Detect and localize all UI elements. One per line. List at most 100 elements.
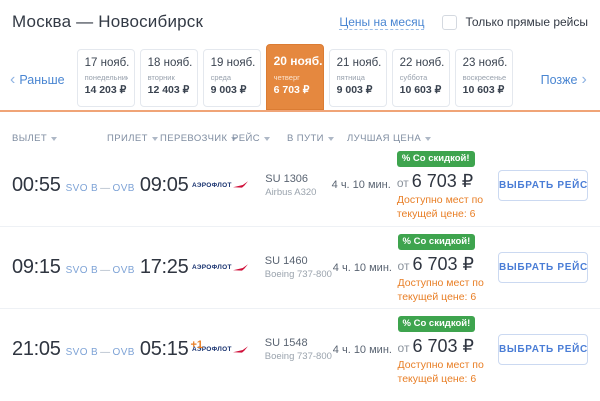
select-flight-button[interactable]: ВЫБРАТЬ РЕЙС (498, 252, 588, 283)
date-card-date: 22 нояб. (399, 57, 445, 69)
discount-badge: % Со скидкой! (397, 233, 476, 250)
flight-row: 21:05 SVO B — OVB 05:15 +1 АЭРОФЛОТ SU 154… (0, 308, 600, 390)
date-card-price: 10 603 ₽ (399, 84, 442, 96)
times-block: 21:05 SVO B — OVB 05:15 +1 (12, 338, 203, 361)
departure-airport-link[interactable]: SVO B (65, 347, 99, 358)
later-link[interactable]: Позже › (541, 72, 587, 88)
availability-note: Доступно мест по текущей цене: 6 (396, 194, 484, 220)
date-card-price: 14 203 ₽ (84, 84, 127, 96)
sort-caret-icon (263, 136, 270, 141)
chevron-right-icon: › (581, 71, 587, 88)
price-line: от 6 703 ₽ (398, 336, 498, 357)
duration: 4 ч. 10 мин. (332, 343, 392, 356)
date-card-price: 6 703 ₽ (273, 84, 310, 96)
date-card[interactable]: 22 нояб. суббота 10 603 ₽ (391, 49, 450, 107)
column-header-duration[interactable]: В пути (287, 133, 347, 144)
price-value: 6 703 ₽ (412, 253, 474, 274)
column-header-flight[interactable]: Рейс (232, 133, 287, 144)
date-cards: 17 нояб. понедельник 14 203 ₽ 18 нояб. в… (76, 44, 513, 110)
date-card[interactable]: 17 нояб. понедельник 14 203 ₽ (76, 49, 135, 107)
times-block: 00:55 SVO B — OVB 09:05 (12, 173, 189, 197)
flight-number: SU 1460 (264, 255, 308, 267)
earlier-label: Раньше (19, 73, 65, 87)
flight-row: 09:15 SVO B — OVB 17:25 АЭРОФЛОТ SU 1460 B… (0, 226, 600, 308)
carrier-name: АЭРОФЛОТ (192, 181, 232, 189)
carrier-name: АЭРОФЛОТ (192, 346, 232, 353)
flight-results-list: 00:55 SVO B — OVB 09:05 АЭРОФЛОТ SU 1306 A… (0, 144, 600, 390)
column-header-best-price[interactable]: Лучшая цена (347, 133, 588, 144)
carrier-logo: АЭРОФЛОТ (182, 345, 255, 354)
date-card-weekday: суббота (399, 73, 428, 82)
sort-caret-icon (425, 136, 432, 141)
flight-number: SU 1306 (265, 172, 309, 185)
availability-note: Доступно мест по текущей цене: 6 (397, 276, 484, 303)
select-flight-button[interactable]: ВЫБРАТЬ РЕЙС (498, 169, 588, 201)
page-header: Москва — Новосибирск Цены на месяц Тольк… (0, 0, 600, 44)
route: SVO B — OVB (66, 183, 135, 194)
sort-caret-icon (51, 136, 58, 141)
aircraft-type: Airbus A320 (265, 186, 317, 198)
earlier-link[interactable]: ‹ Раньше (10, 72, 65, 88)
departure-time: 21:05 (12, 338, 61, 360)
column-header-carrier[interactable]: Перевозчик (160, 133, 238, 144)
direct-only-label: Только прямые рейсы (465, 15, 588, 29)
aircraft-type: Boeing 737-800 (264, 269, 332, 280)
date-card[interactable]: 19 нояб. среда 9 003 ₽ (202, 49, 261, 107)
later-label: Позже (540, 73, 578, 87)
departure-time: 00:55 (12, 173, 61, 196)
month-prices-link[interactable]: Цены на месяц (339, 14, 425, 30)
next-day-badge: +1 (190, 339, 203, 351)
select-flight-button[interactable]: ВЫБРАТЬ РЕЙС (498, 334, 588, 365)
arrival-time: 05:15 (139, 338, 189, 360)
date-card-date: 21 нояб. (336, 57, 382, 69)
price-prefix: от (397, 340, 410, 355)
availability-note: Доступно мест по текущей цене: 6 (397, 358, 484, 385)
date-card-weekday: вторник (147, 73, 175, 82)
date-card-price: 9 003 ₽ (210, 84, 247, 96)
date-card-price: 10 603 ₽ (462, 84, 505, 96)
date-card-date: 18 нояб. (147, 57, 193, 69)
discount-badge: % Со скидкой! (396, 151, 475, 168)
date-card-date: 19 нояб. (210, 57, 256, 69)
arrival-airport-link[interactable]: OVB (112, 182, 135, 194)
date-card-weekday: среда (210, 73, 232, 82)
direct-only-filter[interactable]: Только прямые рейсы (442, 14, 588, 30)
column-label: Прилет (107, 133, 148, 144)
column-label: В пути (287, 133, 324, 144)
price-line: от 6 703 ₽ (397, 171, 498, 192)
aeroflot-flag-icon (232, 345, 248, 353)
column-label: Лучшая цена (347, 133, 422, 144)
sort-caret-icon (327, 136, 334, 141)
date-card-price: 12 403 ₽ (147, 84, 190, 96)
duration: 4 ч. 10 мин. (331, 179, 391, 191)
flight-row: 00:55 SVO B — OVB 09:05 АЭРОФЛОТ SU 1306 A… (0, 144, 600, 226)
date-card-date: 20 нояб. (273, 54, 323, 68)
column-header-departure[interactable]: Вылет (12, 133, 107, 144)
date-card-weekday: понедельник (84, 73, 128, 82)
column-label: Вылет (12, 133, 48, 144)
duration: 4 ч. 10 мин. (332, 261, 392, 274)
arrival-airport-link[interactable]: OVB (112, 265, 135, 276)
carrier-logo: АЭРОФЛОТ (182, 263, 255, 272)
date-card[interactable]: 18 нояб. вторник 12 403 ₽ (139, 49, 198, 107)
arrival-airport-link[interactable]: OVB (112, 347, 135, 358)
page-title: Москва — Новосибирск (12, 12, 204, 31)
price-value: 6 703 ₽ (411, 171, 474, 192)
departure-time: 09:15 (12, 256, 61, 278)
sort-caret-icon (231, 136, 238, 141)
column-header-arrival[interactable]: Прилет (107, 133, 160, 144)
direct-only-checkbox[interactable] (442, 14, 458, 30)
date-card[interactable]: 23 нояб. воскресенье 10 603 ₽ (454, 49, 513, 107)
sort-caret-icon (151, 136, 158, 141)
flight-number: SU 1548 (264, 337, 308, 349)
date-card-weekday: четверг (273, 73, 300, 82)
date-card-weekday: пятница (336, 73, 365, 82)
flight-info: SU 1548 Boeing 737-800 (255, 337, 332, 362)
date-card[interactable]: 21 нояб. пятница 9 003 ₽ (328, 49, 387, 107)
departure-airport-link[interactable]: SVO B (65, 265, 99, 276)
date-card-selected[interactable]: 20 нояб. четверг 6 703 ₽ (265, 44, 324, 110)
date-carousel: ‹ Раньше 17 нояб. понедельник 14 203 ₽ 1… (0, 44, 600, 112)
departure-airport-link[interactable]: SVO B (65, 182, 99, 194)
price-prefix: от (397, 258, 410, 273)
times-block: 09:15 SVO B — OVB 17:25 (12, 256, 189, 279)
